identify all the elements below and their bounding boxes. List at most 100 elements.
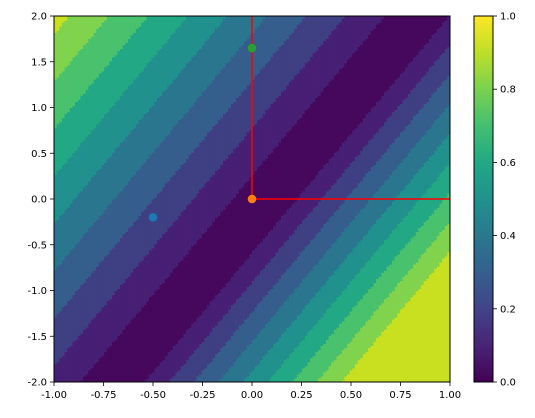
contour-cell xyxy=(209,300,213,332)
contour-cell xyxy=(439,203,443,233)
contour-cell xyxy=(418,257,422,290)
contour-cell xyxy=(138,26,142,74)
contour-cell xyxy=(188,60,192,109)
contour-cell xyxy=(344,375,348,382)
contour-cell xyxy=(434,16,438,33)
contour-cell xyxy=(331,156,335,186)
contour-cell xyxy=(178,72,182,121)
contour-cell xyxy=(320,286,324,318)
contour-cell xyxy=(389,292,393,324)
contour-cell xyxy=(67,347,71,382)
contour-cell xyxy=(265,353,269,382)
contour-cell xyxy=(222,286,227,316)
contour-cell xyxy=(423,251,427,281)
contour-cell xyxy=(196,50,200,98)
contour-cell xyxy=(273,148,277,227)
contour-cell xyxy=(236,16,240,52)
contour-cell xyxy=(341,379,345,382)
contour-cell xyxy=(222,66,227,115)
contour-cell xyxy=(407,241,411,271)
contour-cell xyxy=(354,16,359,52)
contour-cell xyxy=(220,117,224,166)
contour-cell xyxy=(333,241,338,271)
contour-cell xyxy=(357,272,361,302)
contour-cell xyxy=(291,79,295,127)
contour-cell xyxy=(339,176,343,206)
contour-cell xyxy=(296,16,301,25)
contour-cell xyxy=(397,312,401,382)
contour-cell xyxy=(328,217,332,249)
contour-cell xyxy=(149,60,153,109)
contour-cell xyxy=(222,18,227,68)
contour-cell xyxy=(120,142,124,192)
y-tick-label: 1.0 xyxy=(31,103,47,114)
contour-cell xyxy=(386,16,390,90)
contour-cell xyxy=(304,217,309,247)
contour-cell xyxy=(112,16,116,58)
contour-cell xyxy=(149,107,153,155)
contour-cell xyxy=(302,367,306,382)
contour-cell xyxy=(101,117,105,166)
contour-cell xyxy=(302,66,306,115)
contour-cell xyxy=(244,377,248,382)
contour-cell xyxy=(368,229,372,261)
y-tick-label: 0.5 xyxy=(31,149,47,160)
contour-cell xyxy=(109,203,113,251)
contour-cell xyxy=(344,257,348,290)
contour-cell xyxy=(294,28,298,76)
contour-cell xyxy=(281,16,285,46)
contour-cell xyxy=(267,321,272,351)
contour-cell xyxy=(130,176,134,227)
contour-cell xyxy=(391,16,396,84)
contour-cell xyxy=(415,83,419,115)
contour-cell xyxy=(444,16,448,21)
contour-cell xyxy=(90,83,95,131)
contour-cell xyxy=(347,58,351,137)
contour-cell xyxy=(83,233,87,283)
contour-cell xyxy=(283,213,287,243)
contour-cell xyxy=(88,323,92,371)
contour-cell xyxy=(410,148,414,180)
contour-cell xyxy=(93,316,97,365)
contour-cell xyxy=(233,272,237,304)
contour-cell xyxy=(296,225,301,257)
contour-cell xyxy=(77,192,81,243)
contour-cell xyxy=(96,266,100,314)
contour-cell xyxy=(246,375,250,382)
contour-cell xyxy=(304,335,309,367)
contour-cell xyxy=(402,217,406,249)
contour-cell xyxy=(378,186,382,218)
contour-cell xyxy=(426,42,430,72)
contour-cell xyxy=(225,282,229,314)
contour-cell xyxy=(431,213,435,243)
contour-cell xyxy=(291,262,295,294)
contour-cell xyxy=(376,24,380,103)
contour-cell xyxy=(106,16,111,66)
contour-cell xyxy=(96,16,100,29)
contour-cell xyxy=(410,89,414,121)
contour-cell xyxy=(159,190,163,239)
contour-cell xyxy=(196,239,200,318)
contour-cell xyxy=(444,225,448,257)
contour-cell xyxy=(381,18,385,96)
contour-cell xyxy=(257,119,261,168)
contour-cell xyxy=(228,16,232,62)
contour-cell xyxy=(394,16,398,80)
contour-cell xyxy=(120,95,124,143)
contour-cell xyxy=(207,16,211,39)
contour-cell xyxy=(273,314,277,344)
contour-cell xyxy=(386,207,390,239)
contour-cell xyxy=(296,345,301,375)
contour-cell xyxy=(439,144,443,174)
contour-cell xyxy=(270,288,274,318)
contour-cell xyxy=(397,164,401,196)
contour-cell xyxy=(360,268,364,300)
contour-cell xyxy=(270,316,274,349)
contour-cell xyxy=(156,239,161,290)
contour-cell xyxy=(376,160,380,192)
contour-cell xyxy=(362,207,367,237)
contour-cell xyxy=(360,357,364,382)
contour-cell xyxy=(109,345,113,382)
contour-cell xyxy=(252,125,256,176)
contour-cell xyxy=(88,180,92,229)
